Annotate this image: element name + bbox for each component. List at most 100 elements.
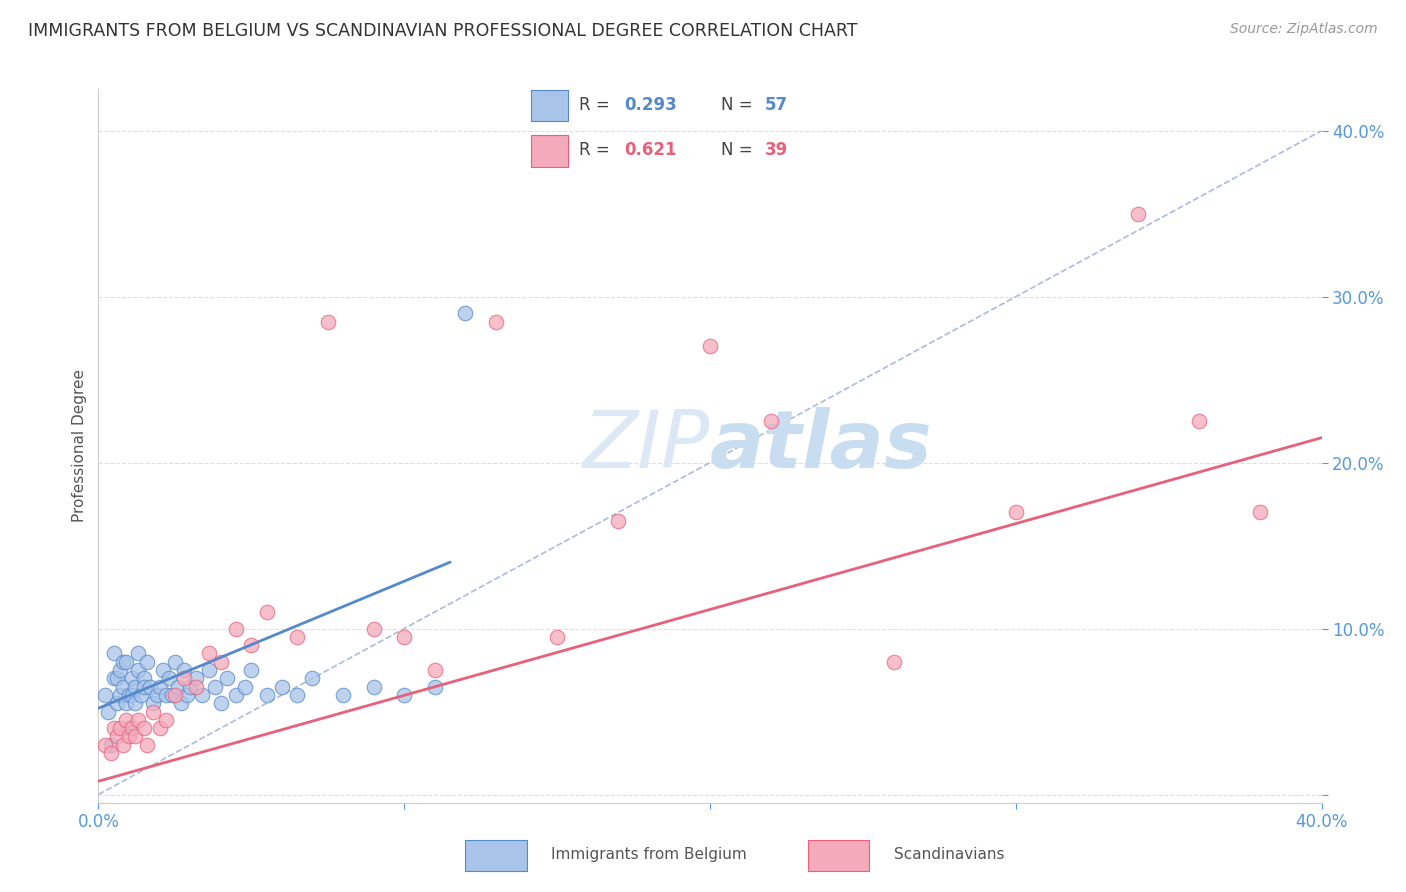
Bar [531,136,568,167]
Point [136,655,159,669]
Text: 57: 57 [765,96,789,114]
Point [485,314,508,328]
Point [186,671,208,685]
Point [111,655,134,669]
Point [149,680,172,694]
Point [127,647,149,661]
Point [142,705,165,719]
Point [363,622,385,636]
Y-axis label: Professional Degree: Professional Degree [72,369,87,523]
Point [179,680,201,694]
Point [139,680,162,694]
Point [392,688,416,702]
Point [607,514,630,528]
Text: 39: 39 [765,142,789,160]
Bar [465,839,526,871]
Point [127,663,149,677]
Point [240,663,263,677]
Text: R =: R = [579,96,614,114]
Text: Immigrants from Belgium: Immigrants from Belgium [551,847,747,862]
Point [285,630,308,644]
Point [1004,505,1026,519]
Point [170,696,193,710]
Point [149,721,172,735]
Point [155,688,177,702]
Bar [531,90,568,121]
Text: Source: ZipAtlas.com: Source: ZipAtlas.com [1230,22,1378,37]
Point [105,730,128,744]
Point [316,314,339,328]
Point [176,688,198,702]
Point [270,680,292,694]
Point [115,696,138,710]
Point [173,663,195,677]
Point [124,680,146,694]
Point [134,680,156,694]
Text: N =: N = [721,96,758,114]
Point [209,696,232,710]
Point [103,647,125,661]
Point [197,663,219,677]
Point [115,655,138,669]
Point [127,713,149,727]
Point [111,680,134,694]
Point [301,671,323,685]
Point [1249,505,1271,519]
Point [240,638,263,652]
Point [160,688,183,702]
Point [163,655,186,669]
Text: 0.621: 0.621 [624,142,676,160]
Point [546,630,568,644]
Point [454,306,477,320]
Point [215,671,238,685]
Text: 0.293: 0.293 [624,96,678,114]
Point [233,680,256,694]
Point [118,688,141,702]
Point [124,730,146,744]
Point [111,738,134,752]
Point [173,671,195,685]
Point [167,680,190,694]
Point [423,680,446,694]
Point [129,688,152,702]
Point [100,746,122,760]
Point [155,713,177,727]
Point [256,688,278,702]
Point [1128,207,1150,221]
Point [186,680,208,694]
Point [883,655,905,669]
Point [256,605,278,619]
Point [136,738,159,752]
Point [204,680,226,694]
Point [108,663,131,677]
Point [332,688,354,702]
Point [163,688,186,702]
Point [97,705,120,719]
Point [392,630,416,644]
Point [197,647,219,661]
Point [191,688,214,702]
Point [157,671,180,685]
Text: IMMIGRANTS FROM BELGIUM VS SCANDINAVIAN PROFESSIONAL DEGREE CORRELATION CHART: IMMIGRANTS FROM BELGIUM VS SCANDINAVIAN … [28,22,858,40]
Bar [808,839,869,871]
Point [115,713,138,727]
Text: R =: R = [579,142,614,160]
Point [103,671,125,685]
Point [121,688,143,702]
Text: N =: N = [721,142,758,160]
Point [285,688,308,702]
Point [145,688,167,702]
Point [105,671,128,685]
Point [124,696,146,710]
Text: ZIP: ZIP [582,407,710,485]
Point [134,721,156,735]
Point [105,696,128,710]
Point [142,696,165,710]
Point [152,663,174,677]
Point [121,721,143,735]
Point [1188,414,1211,428]
Point [103,721,125,735]
Point [209,655,232,669]
Text: atlas: atlas [710,407,932,485]
Text: Scandinavians: Scandinavians [894,847,1004,862]
